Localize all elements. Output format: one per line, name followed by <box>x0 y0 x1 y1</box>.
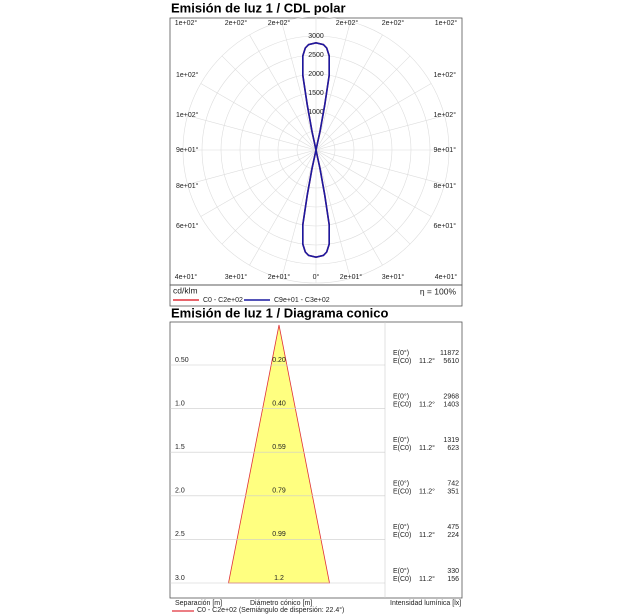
separation: 0.50 <box>175 357 189 364</box>
ec0-value: 5610 <box>443 358 459 365</box>
ec0-value: 351 <box>447 489 459 496</box>
e0-value: 1319 <box>443 437 459 444</box>
separation: 3.0 <box>175 575 185 582</box>
e0-value: 330 <box>447 568 459 575</box>
polar-footer-frame <box>169 284 463 307</box>
diameter: 0.59 <box>272 444 286 451</box>
e0-label: E(0°) <box>393 349 409 357</box>
angle-label: 3e+01° <box>225 273 248 281</box>
angle-label: 6e+01° <box>434 222 457 230</box>
r-tick-label: 1000 <box>308 109 324 116</box>
angle-label: 1e+02° <box>176 71 199 79</box>
e0-label: E(0°) <box>393 567 409 575</box>
footer-label: Separación [m] <box>175 600 222 607</box>
angle: 11.2° <box>419 531 435 539</box>
angle-label: 1e+02° <box>176 111 199 119</box>
angle-label: 0° <box>313 273 320 281</box>
legend-label: C0 - C2e+02 (Semiángulo de dispersión: 2… <box>197 606 344 614</box>
ec0-value: 623 <box>447 445 459 452</box>
angle-label: 2e+01° <box>268 273 291 281</box>
angle-label: 1e+02° <box>434 111 457 119</box>
separation: 1.0 <box>175 400 185 407</box>
cone-title: Emisión de luz 1 / Diagrama conico <box>171 305 389 320</box>
e0-label: E(0°) <box>393 480 409 488</box>
angle-label: 1e+02° <box>175 19 198 27</box>
angle: 11.2° <box>419 444 435 452</box>
angle: 11.2° <box>419 575 435 583</box>
e0-value: 11872 <box>440 350 459 357</box>
angle-label: 9e+01° <box>176 146 199 154</box>
angle-label: 1e+02° <box>434 71 457 79</box>
angle-label: 2e+01° <box>340 273 363 281</box>
angle-label: 8e+01° <box>176 182 199 190</box>
unit-label: cd/klm <box>173 285 198 295</box>
angle-label: 3e+01° <box>382 273 405 281</box>
footer-label: Intensidad lumínica [lx] <box>390 600 461 607</box>
ec0-label: E(C0) <box>393 489 411 496</box>
r-tick-label: 3000 <box>308 33 324 40</box>
diameter: 0.40 <box>272 400 286 407</box>
diameter: 1.2 <box>274 575 284 582</box>
separation: 2.5 <box>175 531 185 538</box>
diameter: 0.99 <box>272 531 286 538</box>
e0-value: 475 <box>447 524 459 531</box>
cone-frame <box>169 321 463 599</box>
ec0-value: 156 <box>447 576 459 583</box>
angle-label: 6e+01° <box>176 222 199 230</box>
angle-label: 2e+02° <box>336 19 359 27</box>
r-tick-label: 1500 <box>308 90 324 97</box>
polar-curve <box>301 149 331 259</box>
e0-label: E(0°) <box>393 436 409 444</box>
r-tick-label: 2500 <box>308 52 324 59</box>
e0-label: E(0°) <box>393 523 409 531</box>
ec0-label: E(C0) <box>393 445 411 452</box>
legend-label: C0 - C2e+02 <box>203 297 243 304</box>
angle-label: 2e+02° <box>382 19 405 27</box>
polar-curve <box>301 41 331 151</box>
diameter: 0.79 <box>272 488 286 495</box>
polar-title: Emisión de luz 1 / CDL polar <box>171 0 346 15</box>
angle-label: 4e+01° <box>435 273 458 281</box>
angle: 11.2° <box>419 400 435 408</box>
footer-label: Diámetro cónico [m] <box>250 600 312 607</box>
ec0-label: E(C0) <box>393 401 411 408</box>
angle-label: 2e+02° <box>225 19 248 27</box>
legend-label: C9e+01 - C3e+02 <box>274 297 330 304</box>
e0-value: 2968 <box>443 393 459 400</box>
e0-value: 742 <box>447 481 459 488</box>
ec0-value: 224 <box>447 532 459 539</box>
efficiency-label: η = 100% <box>420 286 457 296</box>
angle-label: 1e+02° <box>435 19 458 27</box>
ec0-label: E(C0) <box>393 532 411 539</box>
angle: 11.2° <box>419 488 435 496</box>
angle-label: 4e+01° <box>175 273 198 281</box>
angle-label: 2e+02° <box>268 19 291 27</box>
separation: 1.5 <box>175 444 185 451</box>
r-tick-label: 2000 <box>308 71 324 78</box>
ec0-value: 1403 <box>443 401 459 408</box>
ec0-label: E(C0) <box>393 358 411 365</box>
angle-label: 8e+01° <box>434 182 457 190</box>
angle: 11.2° <box>419 357 435 365</box>
ec0-label: E(C0) <box>393 576 411 583</box>
diameter: 0.20 <box>272 357 286 364</box>
angle-label: 9e+01° <box>434 146 457 154</box>
separation: 2.0 <box>175 488 185 495</box>
e0-label: E(0°) <box>393 392 409 400</box>
